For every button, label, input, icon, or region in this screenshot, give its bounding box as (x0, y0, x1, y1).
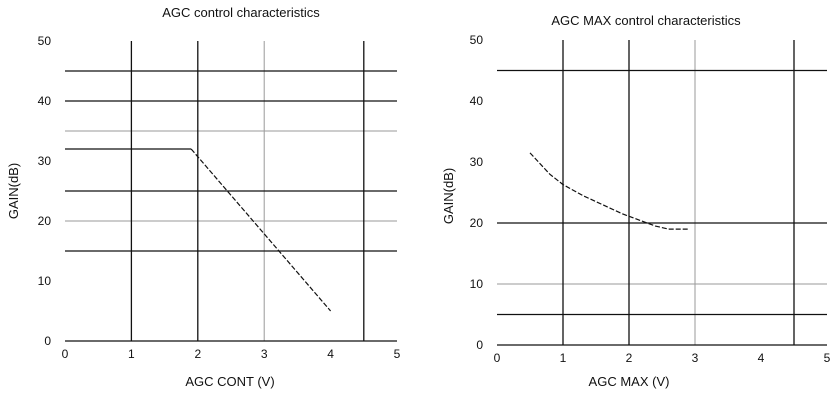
x-tick-labels: 0 1 2 3 4 5 (494, 351, 830, 365)
y-tick-label: 10 (38, 274, 52, 288)
chart-agc-max-control: AGC MAX control characteristics AGC MAX … (441, 13, 830, 389)
x-tick-label: 1 (560, 351, 567, 365)
y-tick-label: 30 (38, 154, 52, 168)
chart-title: AGC control characteristics (162, 5, 320, 20)
x-tick-label: 0 (62, 347, 69, 361)
y-tick-label: 30 (470, 155, 484, 169)
y-tick-label: 40 (470, 94, 484, 108)
x-tick-labels: 0 1 2 3 4 5 (62, 347, 401, 361)
y-tick-label: 0 (44, 334, 51, 348)
x-tick-label: 5 (824, 351, 830, 365)
x-tick-label: 4 (758, 351, 765, 365)
data-series (65, 148, 332, 312)
y-tick-labels: 0 10 20 30 40 50 (38, 34, 52, 348)
gridlines (497, 40, 827, 345)
chart-title: AGC MAX control characteristics (551, 13, 741, 28)
y-axis-label: GAIN(dB) (441, 168, 456, 224)
series-line (529, 152, 689, 230)
data-series (529, 152, 689, 230)
x-axis-label: AGC MAX (V) (589, 374, 670, 389)
x-tick-label: 4 (327, 347, 334, 361)
x-tick-label: 2 (626, 351, 633, 365)
chart-agc-control: AGC control characteristics AGC CONT (V)… (6, 5, 401, 389)
x-tick-label: 5 (394, 347, 401, 361)
x-tick-label: 3 (692, 351, 699, 365)
y-tick-label: 20 (38, 214, 52, 228)
x-tick-label: 2 (194, 347, 201, 361)
x-tick-label: 1 (128, 347, 135, 361)
x-tick-label: 0 (494, 351, 501, 365)
y-tick-label: 40 (38, 94, 52, 108)
x-axis-label: AGC CONT (V) (185, 374, 274, 389)
y-tick-label: 50 (38, 34, 52, 48)
y-axis-label: GAIN(dB) (6, 163, 21, 219)
y-tick-labels: 0 10 20 30 40 50 (470, 33, 484, 352)
x-tick-label: 3 (261, 347, 268, 361)
y-tick-label: 50 (470, 33, 484, 47)
y-tick-label: 0 (476, 338, 483, 352)
series-line (190, 148, 332, 312)
y-tick-label: 10 (470, 277, 484, 291)
y-tick-label: 20 (470, 216, 484, 230)
gridlines (65, 41, 397, 341)
